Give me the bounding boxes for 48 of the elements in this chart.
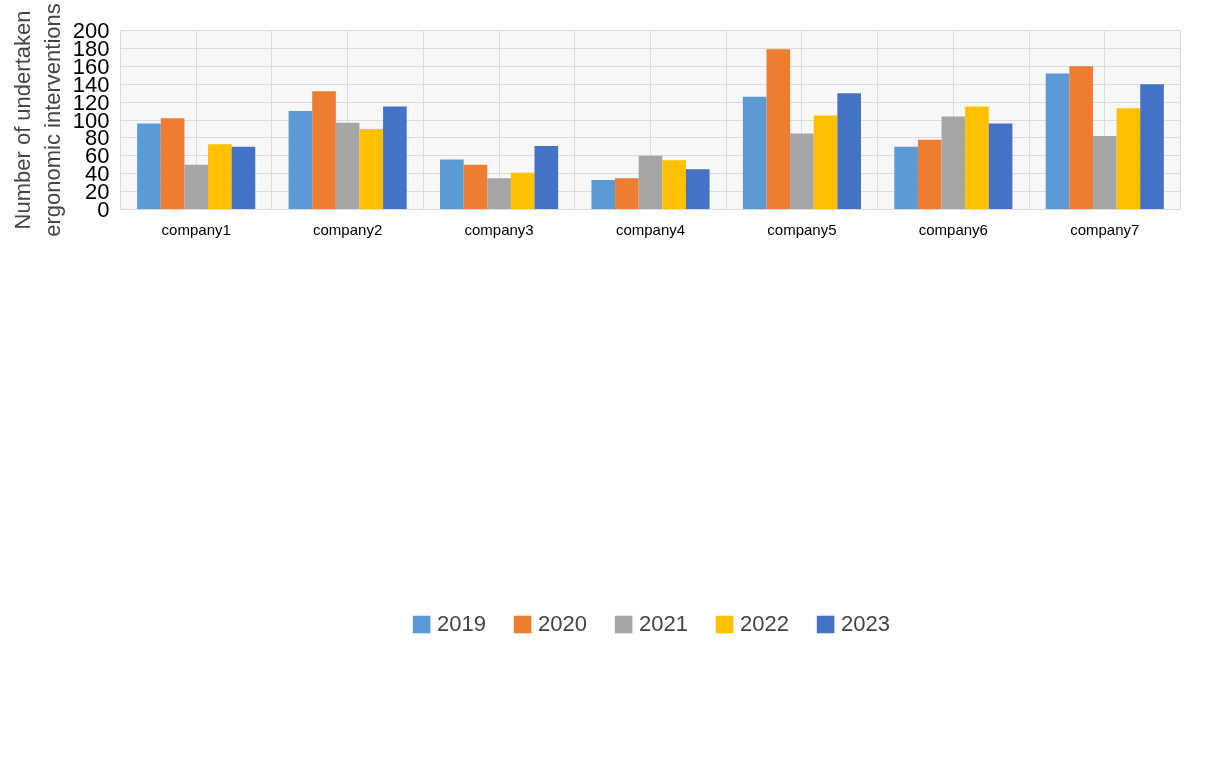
y-axis-title: Number of undertaken ergonomic interventions xyxy=(9,3,65,237)
bar xyxy=(941,116,966,210)
bar xyxy=(383,106,407,210)
bar xyxy=(965,106,989,210)
bar xyxy=(742,96,767,210)
bar xyxy=(766,49,791,210)
legend-label: 2019 xyxy=(437,610,487,637)
bar xyxy=(790,133,814,210)
bar xyxy=(685,169,710,210)
x-tick-label: company7 xyxy=(1070,220,1140,238)
x-tick-label: company3 xyxy=(464,220,534,238)
bar xyxy=(231,146,256,210)
bar xyxy=(137,123,161,210)
bar xyxy=(312,91,336,210)
bar xyxy=(917,139,942,210)
bar xyxy=(813,115,838,210)
legend-label: 2021 xyxy=(639,610,688,637)
x-tick-label: company6 xyxy=(918,220,988,238)
bar xyxy=(1116,108,1141,210)
bar xyxy=(1045,73,1070,210)
legend-label: 2022 xyxy=(739,610,789,637)
legend-label: 2020 xyxy=(538,610,588,637)
bar xyxy=(1069,66,1093,210)
bar xyxy=(988,123,1013,210)
x-tick-label: company4 xyxy=(615,220,686,238)
bar xyxy=(662,160,686,210)
bar xyxy=(184,164,209,210)
x-tick-label: company1 xyxy=(161,220,231,238)
bar xyxy=(335,122,360,210)
bar xyxy=(160,118,185,210)
bar xyxy=(208,144,232,210)
bar xyxy=(463,164,488,210)
bar xyxy=(894,146,918,210)
bar xyxy=(487,178,511,210)
bar xyxy=(638,155,663,210)
bar xyxy=(1092,136,1117,210)
bar xyxy=(837,93,861,210)
bar xyxy=(534,145,559,210)
bar xyxy=(288,111,313,210)
x-tick-label: company2 xyxy=(313,220,383,238)
bar xyxy=(591,179,616,210)
legend-label: 2023 xyxy=(840,610,890,637)
bar xyxy=(359,128,384,210)
bar xyxy=(615,178,639,210)
bar xyxy=(440,159,464,210)
bar xyxy=(1140,84,1164,210)
bar xyxy=(510,172,535,210)
x-tick-label: company5 xyxy=(767,220,837,238)
